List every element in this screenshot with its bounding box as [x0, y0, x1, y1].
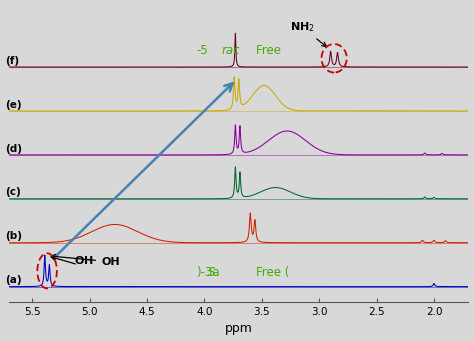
Text: (a): (a): [5, 275, 21, 285]
Text: (e): (e): [5, 100, 21, 110]
Text: Free (: Free (: [256, 266, 290, 279]
Text: )-3a: )-3a: [196, 266, 220, 279]
Text: (f): (f): [5, 56, 19, 66]
Text: (d): (d): [5, 144, 22, 153]
Text: (b): (b): [5, 232, 22, 241]
X-axis label: ppm: ppm: [225, 323, 253, 336]
Text: rac: rac: [222, 44, 240, 57]
Text: H: H: [84, 256, 93, 266]
Text: Free: Free: [256, 44, 285, 57]
Text: (c): (c): [5, 188, 20, 197]
Text: NH$_2$: NH$_2$: [291, 20, 326, 47]
Text: O: O: [74, 256, 84, 266]
Text: -5: -5: [196, 44, 208, 57]
Text: OH: OH: [51, 254, 120, 267]
Text: S: S: [208, 266, 215, 279]
